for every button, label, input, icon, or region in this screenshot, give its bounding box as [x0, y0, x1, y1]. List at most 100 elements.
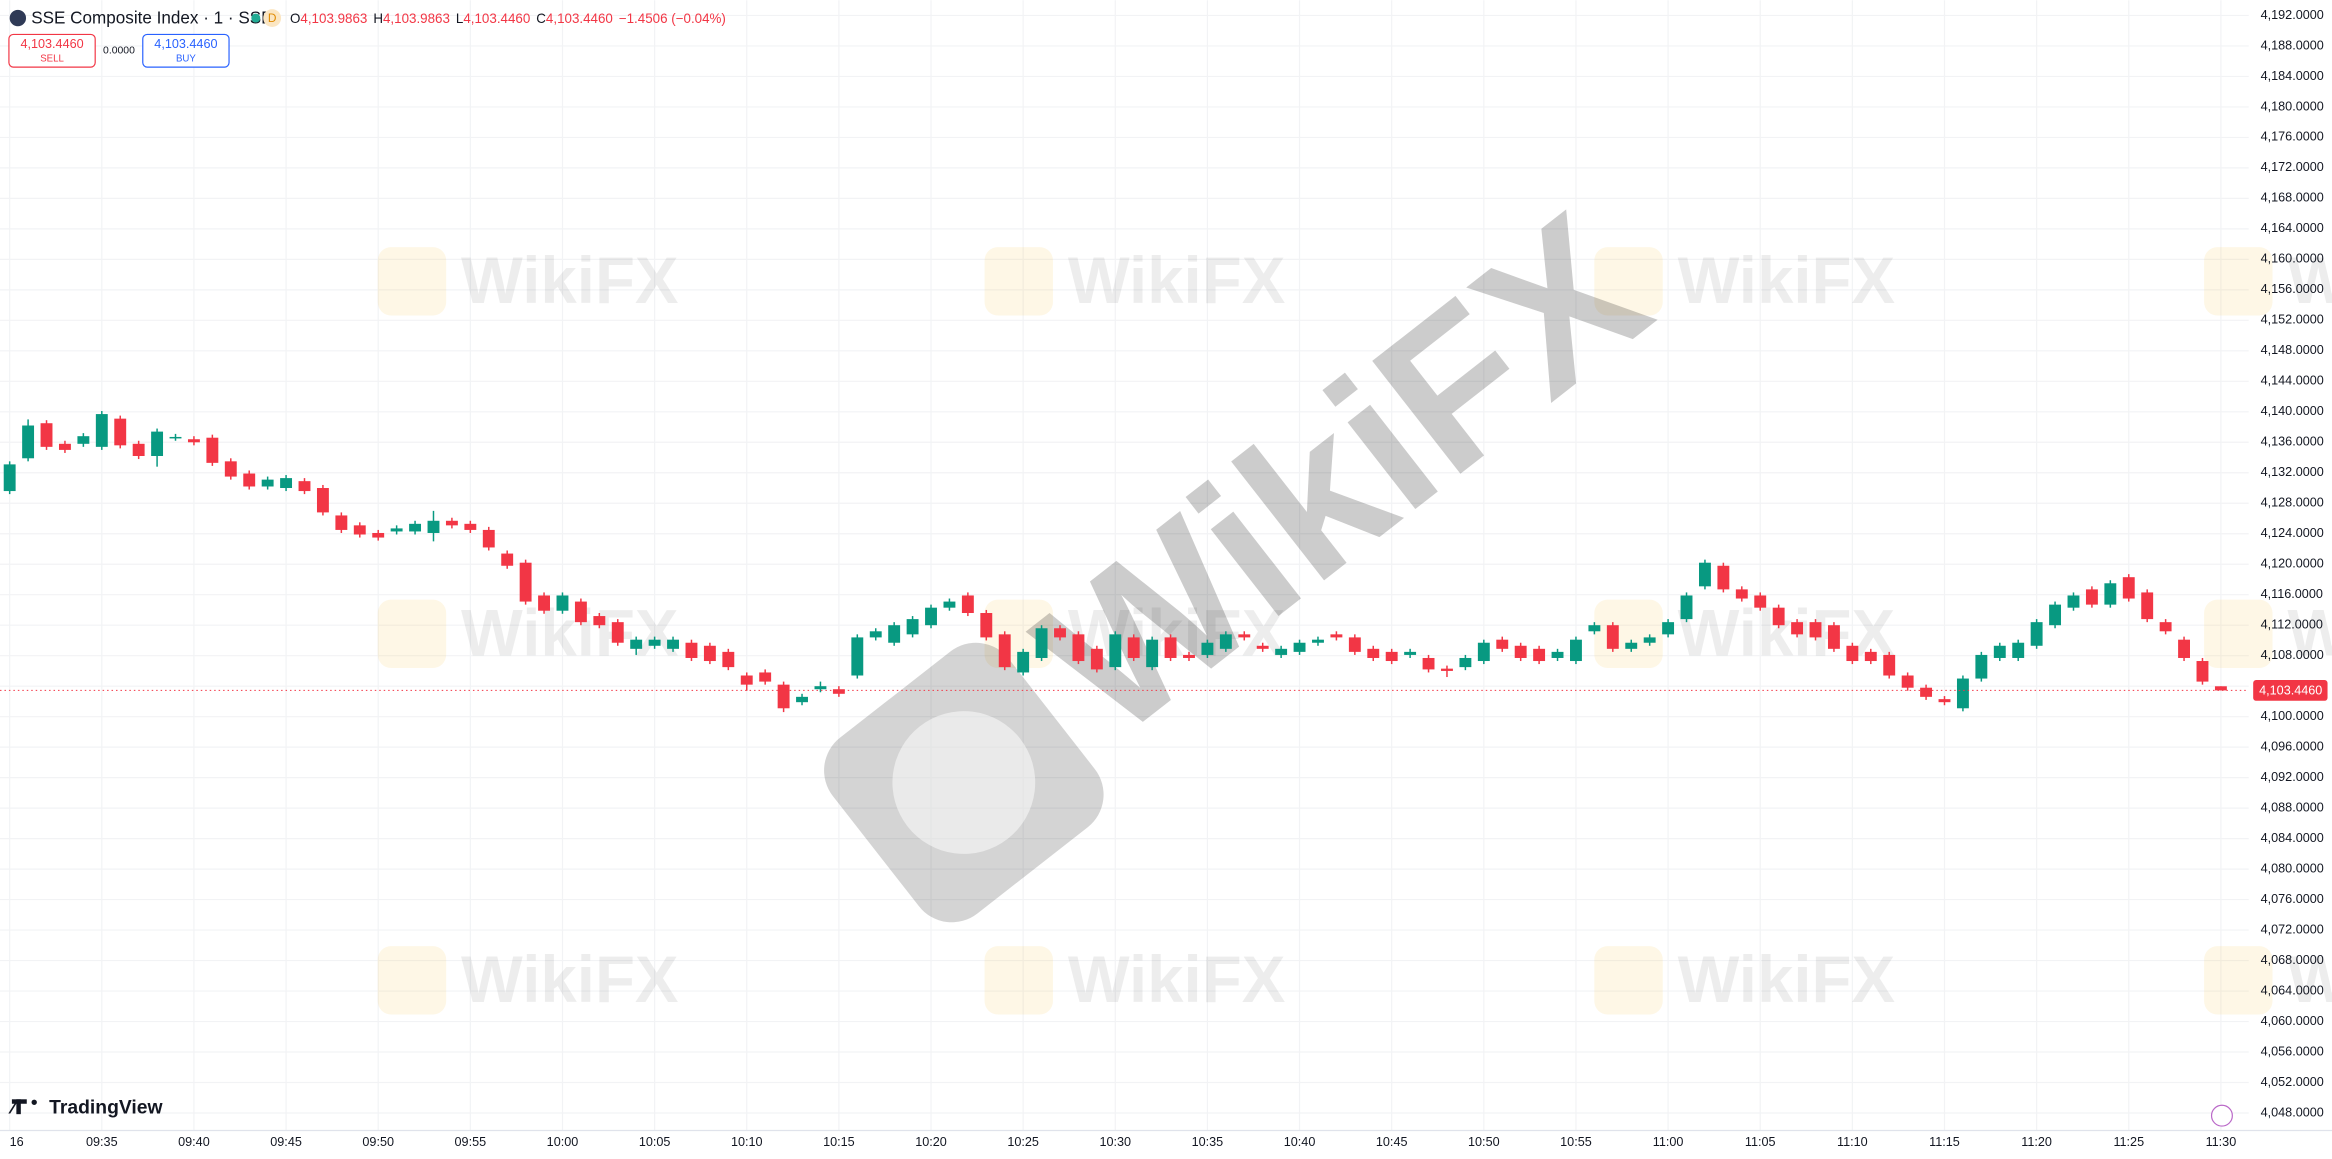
- x-tick-label: 10:45: [1376, 1135, 1408, 1149]
- y-tick-label: 4,160.0000: [2261, 252, 2324, 266]
- ohlc-value: 4,103.4460: [546, 10, 613, 25]
- watermark: WikiFX: [461, 597, 679, 670]
- candle-body: [703, 645, 716, 662]
- candle-body: [2012, 642, 2025, 658]
- x-tick-label: 09:50: [362, 1135, 394, 1149]
- watermark-logo: [984, 247, 1053, 316]
- spread: 0.0000: [103, 46, 135, 57]
- x-tick-label: 11:25: [2113, 1135, 2144, 1149]
- candle-body: [1496, 639, 1509, 649]
- y-tick-label: 4,092.0000: [2261, 770, 2324, 784]
- candle-body: [943, 601, 956, 608]
- ohlc-value: 4,103.9863: [300, 10, 367, 25]
- candle-body: [667, 639, 679, 649]
- candle-body: [95, 414, 108, 447]
- change: −1.4506 (−0.04%): [619, 10, 726, 25]
- candle-body: [298, 481, 311, 492]
- y-tick-label: 4,084.0000: [2261, 831, 2324, 845]
- x-tick-label: 11:20: [2021, 1135, 2052, 1149]
- y-tick-label: 4,180.0000: [2261, 99, 2324, 113]
- candle-body: [906, 619, 919, 635]
- candle-body: [2067, 595, 2080, 608]
- candle-body: [1459, 657, 1472, 668]
- x-tick-label: 10:40: [1284, 1135, 1316, 1149]
- x-tick-label: 09:35: [86, 1135, 118, 1149]
- last-price-label: 4,103.4460: [2259, 683, 2322, 697]
- candle-body: [1146, 639, 1159, 668]
- candle-body: [1809, 622, 1822, 638]
- x-tick-label: 10:55: [1560, 1135, 1592, 1149]
- candle-body: [1201, 642, 1214, 655]
- candle-body: [22, 425, 35, 459]
- candle-body: [1072, 634, 1085, 662]
- candle-body: [574, 601, 587, 623]
- symbol-icon: [9, 9, 27, 27]
- watermark: WikiFX: [1068, 943, 1286, 1016]
- sell-price[interactable]: 4,103.4460: [20, 37, 83, 51]
- candle-body: [1606, 625, 1619, 649]
- candle-body: [1183, 654, 1195, 658]
- y-tick-label: 4,128.0000: [2261, 496, 2324, 510]
- candle-body: [1570, 639, 1582, 662]
- ohlc-key: L: [456, 10, 463, 25]
- x-tick-label: 11:15: [1929, 1135, 1960, 1149]
- candle-body: [1975, 654, 1988, 679]
- x-tick-label: 09:55: [455, 1135, 487, 1149]
- candle-body: [1920, 687, 1933, 697]
- candle-body: [740, 675, 753, 685]
- sell-button[interactable]: [8, 33, 96, 68]
- candle-body: [224, 461, 237, 477]
- candle-body: [1735, 589, 1748, 599]
- y-tick-label: 4,048.0000: [2261, 1105, 2324, 1119]
- candle-body: [372, 532, 385, 538]
- y-tick-label: 4,136.0000: [2261, 435, 2324, 449]
- candle-body: [961, 595, 974, 614]
- candle-body: [1864, 651, 1877, 662]
- y-tick-label: 4,088.0000: [2261, 800, 2324, 814]
- candle-body: [206, 437, 219, 463]
- candle-body: [2122, 577, 2135, 599]
- y-tick-label: 4,172.0000: [2261, 160, 2324, 174]
- header: SSE Composite Index · 1 · SSE D O4,103.9…: [8, 8, 726, 68]
- x-tick-label: 10:35: [1192, 1135, 1224, 1149]
- watermark-logo: [2204, 946, 2273, 1015]
- candle-body: [427, 520, 440, 533]
- candle-body: [556, 595, 569, 611]
- buy-label[interactable]: BUY: [176, 54, 196, 65]
- buy-price[interactable]: 4,103.4460: [154, 37, 217, 51]
- alert-button[interactable]: [2210, 1104, 2233, 1127]
- watermark-logo: [2204, 599, 2273, 668]
- candle-body: [1698, 562, 1711, 587]
- x-tick-label: 10:10: [731, 1135, 763, 1149]
- sell-label[interactable]: SELL: [40, 54, 64, 65]
- ohlc-key: H: [373, 10, 383, 25]
- buy-button[interactable]: [142, 33, 230, 68]
- watermark: WikiFX: [2287, 244, 2332, 317]
- watermark: WikiFX: [2287, 597, 2332, 670]
- tv-logo-mark: [31, 1099, 37, 1105]
- candle-body: [1772, 607, 1785, 626]
- y-tick-label: 4,132.0000: [2261, 465, 2324, 479]
- y-tick-label: 4,124.0000: [2261, 526, 2324, 540]
- candle-body: [3, 464, 16, 492]
- ohlc-value: 4,103.4460: [463, 10, 530, 25]
- candle-body: [1625, 642, 1638, 649]
- x-tick-label: 11:10: [1837, 1135, 1868, 1149]
- candle-body: [2049, 604, 2062, 626]
- candle-body: [1938, 699, 1951, 703]
- y-tick-label: 4,060.0000: [2261, 1014, 2324, 1028]
- candle-body: [1422, 657, 1435, 670]
- candle-body: [1827, 625, 1840, 649]
- candle-body: [1901, 675, 1914, 688]
- candle-body: [1680, 595, 1693, 620]
- candle-body: [1385, 651, 1398, 662]
- x-tick-label: 10:00: [547, 1135, 579, 1149]
- y-tick-label: 4,076.0000: [2261, 892, 2324, 906]
- watermark-logo: [984, 946, 1053, 1015]
- watermark: WikiFX: [461, 244, 679, 317]
- candle-body: [630, 639, 643, 649]
- symbol-title: SSE Composite Index · 1 · SSE: [31, 8, 272, 27]
- candle-body: [353, 525, 366, 535]
